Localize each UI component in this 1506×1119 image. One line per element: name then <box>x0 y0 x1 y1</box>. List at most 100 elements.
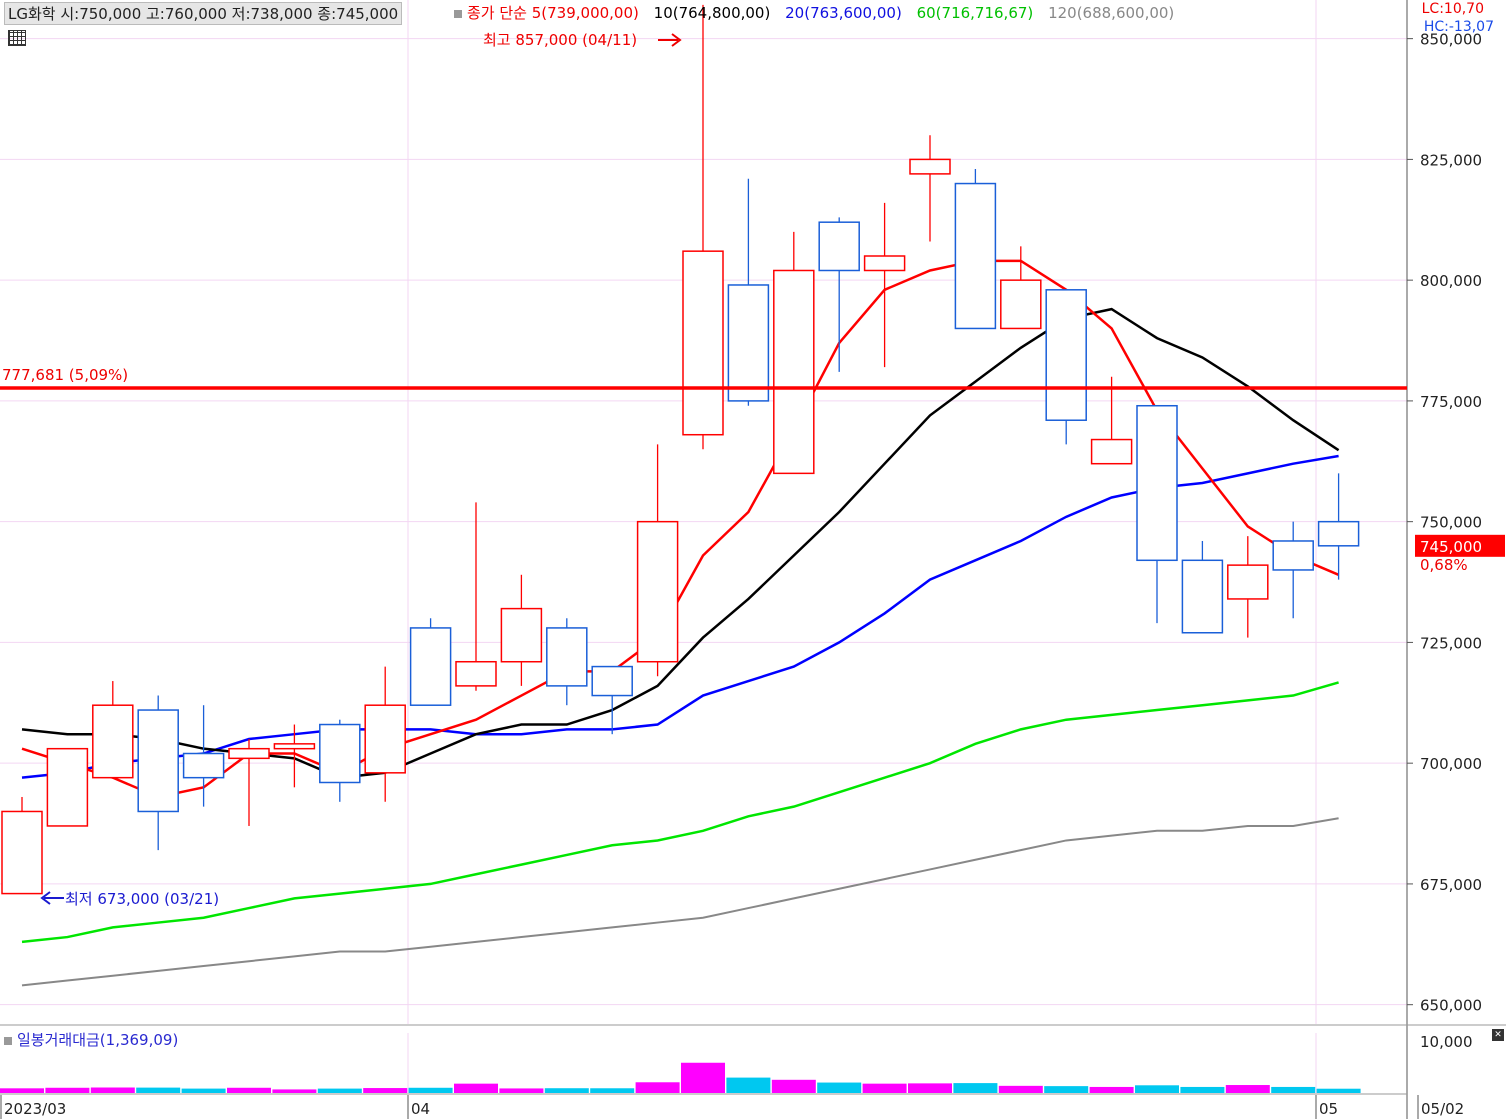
candle-body <box>682 250 724 436</box>
volume-bar <box>1271 1086 1316 1093</box>
volume-bar <box>317 1088 362 1093</box>
ma-title: 종가 단순 5(739,000,00) <box>467 4 639 22</box>
volume-bar <box>681 1062 725 1093</box>
volume-bar <box>1089 1086 1134 1093</box>
volume-bar <box>272 1089 317 1093</box>
last-price-label: 745,000 <box>1420 538 1482 556</box>
x-tick-label: 05 <box>1319 1100 1338 1118</box>
x-tick-label: 04 <box>411 1100 430 1118</box>
candle-body <box>636 520 679 663</box>
candle-body <box>1317 520 1360 547</box>
volume-bar <box>181 1088 226 1093</box>
volume-bar <box>817 1082 862 1093</box>
volume-bar <box>363 1088 408 1093</box>
candle-body <box>1181 559 1224 634</box>
ma120-line <box>21 817 1339 987</box>
candle-body <box>364 704 406 774</box>
volume-bar <box>1180 1086 1225 1093</box>
volume-bar <box>1225 1085 1270 1093</box>
candle-body <box>773 269 815 475</box>
candle-body <box>273 743 316 750</box>
candle-body <box>228 747 270 760</box>
last-price-badge <box>1415 534 1505 557</box>
candle-body <box>1136 404 1178 562</box>
candle-body <box>1227 564 1269 600</box>
y-tick-label: 775,000 <box>1420 393 1482 411</box>
volume-bar <box>0 1088 44 1093</box>
candle-body <box>500 607 543 663</box>
candle-body <box>1090 438 1133 465</box>
candle-body <box>909 158 951 175</box>
volume-bar <box>454 1083 498 1093</box>
hc-value: HC:-13,07 <box>1423 19 1494 35</box>
x-tick-label: 05/02 <box>1421 1100 1464 1118</box>
volume-bar <box>408 1087 453 1093</box>
ma120-legend: 120(688,600,00) <box>1048 4 1175 22</box>
volume-bar <box>771 1079 816 1093</box>
ma5-line <box>21 259 1340 799</box>
candle-body <box>818 221 860 272</box>
candle-body <box>455 660 497 687</box>
y-tick-label: 800,000 <box>1420 272 1482 290</box>
volume-marker-icon <box>4 1036 12 1045</box>
volume-bar <box>227 1087 271 1093</box>
legend-marker-icon <box>454 9 462 18</box>
ma10-legend: 10(764,800,00) <box>653 4 771 22</box>
candle-body <box>46 747 89 827</box>
stock-summary[interactable]: LG화학 시:750,000 고:760,000 저:738,000 종:745… <box>4 2 403 25</box>
ma-legend: 종가 단순 5(739,000,00) 10(764,800,00) 20(76… <box>454 2 1174 23</box>
volume-bar <box>1044 1086 1089 1093</box>
y-tick-label: 750,000 <box>1420 514 1482 532</box>
ma60-line <box>21 681 1339 944</box>
candle-body <box>1045 289 1087 421</box>
volume-bar <box>45 1087 90 1093</box>
y-tick-label: 650,000 <box>1420 997 1482 1015</box>
volume-bar <box>590 1088 635 1093</box>
lc-value: LC:10,70 <box>1421 1 1484 17</box>
volume-bar <box>953 1083 998 1093</box>
candle-body <box>1000 279 1042 330</box>
ma20-legend: 20(763,600,00) <box>785 4 902 22</box>
x-tick-label: 2023/03 <box>4 1100 66 1118</box>
high-note: 최고 857,000 (04/11) <box>483 31 637 49</box>
y-tick-label: 850,000 <box>1420 31 1482 49</box>
y-tick-label: 825,000 <box>1420 151 1482 169</box>
volume-bar <box>726 1077 771 1093</box>
volume-tick-label: 10,000 <box>1420 1033 1473 1051</box>
ma20-line <box>21 454 1339 779</box>
y-tick-label: 725,000 <box>1420 634 1482 652</box>
low-arrow-icon <box>40 891 64 905</box>
volume-bar <box>544 1088 589 1093</box>
last-change-label: 0,68% <box>1420 556 1468 574</box>
candle-body <box>92 704 134 779</box>
volume-close-icon[interactable]: ✕ <box>1492 1029 1504 1041</box>
low-note: 최저 673,000 (03/21) <box>65 890 219 908</box>
volume-bar <box>998 1085 1043 1093</box>
candle-body <box>137 709 179 813</box>
volume-bar <box>1135 1085 1179 1093</box>
volume-bar <box>1316 1088 1361 1093</box>
volume-bar <box>136 1087 181 1093</box>
y-tick-label: 700,000 <box>1420 755 1482 773</box>
y-tick-label: 675,000 <box>1420 876 1482 894</box>
candle-body <box>319 723 361 784</box>
candle-body <box>182 752 225 779</box>
hline-label: 777,681 (5,09%) <box>2 366 128 384</box>
volume-bar <box>862 1083 907 1093</box>
volume-bar <box>90 1087 135 1093</box>
candle-body <box>546 627 588 687</box>
volume-bar <box>499 1088 544 1093</box>
ma60-legend: 60(716,716,67) <box>916 4 1034 22</box>
candle-body <box>591 665 633 697</box>
candle-body <box>727 284 770 402</box>
candle-body <box>1 810 43 895</box>
candle-body <box>1272 540 1314 571</box>
grid-table-icon[interactable] <box>8 30 26 46</box>
volume-label: 일봉거래대금(1,369,09) <box>4 1029 178 1050</box>
volume-bar <box>908 1083 952 1093</box>
volume-bar <box>635 1082 680 1093</box>
high-arrow-icon <box>658 33 682 47</box>
candle-body <box>863 255 906 272</box>
candle-body <box>409 627 452 706</box>
